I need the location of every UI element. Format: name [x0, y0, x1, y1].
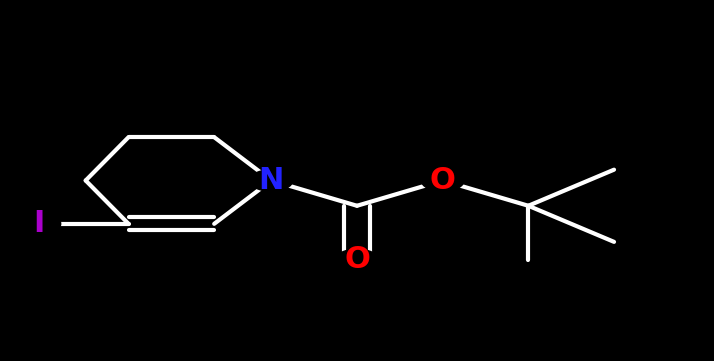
Circle shape [18, 213, 61, 235]
Text: O: O [344, 245, 370, 274]
Circle shape [421, 170, 464, 191]
Text: O: O [430, 166, 456, 195]
Circle shape [336, 249, 378, 271]
Text: N: N [258, 166, 284, 195]
Circle shape [250, 170, 293, 191]
Text: I: I [34, 209, 45, 238]
